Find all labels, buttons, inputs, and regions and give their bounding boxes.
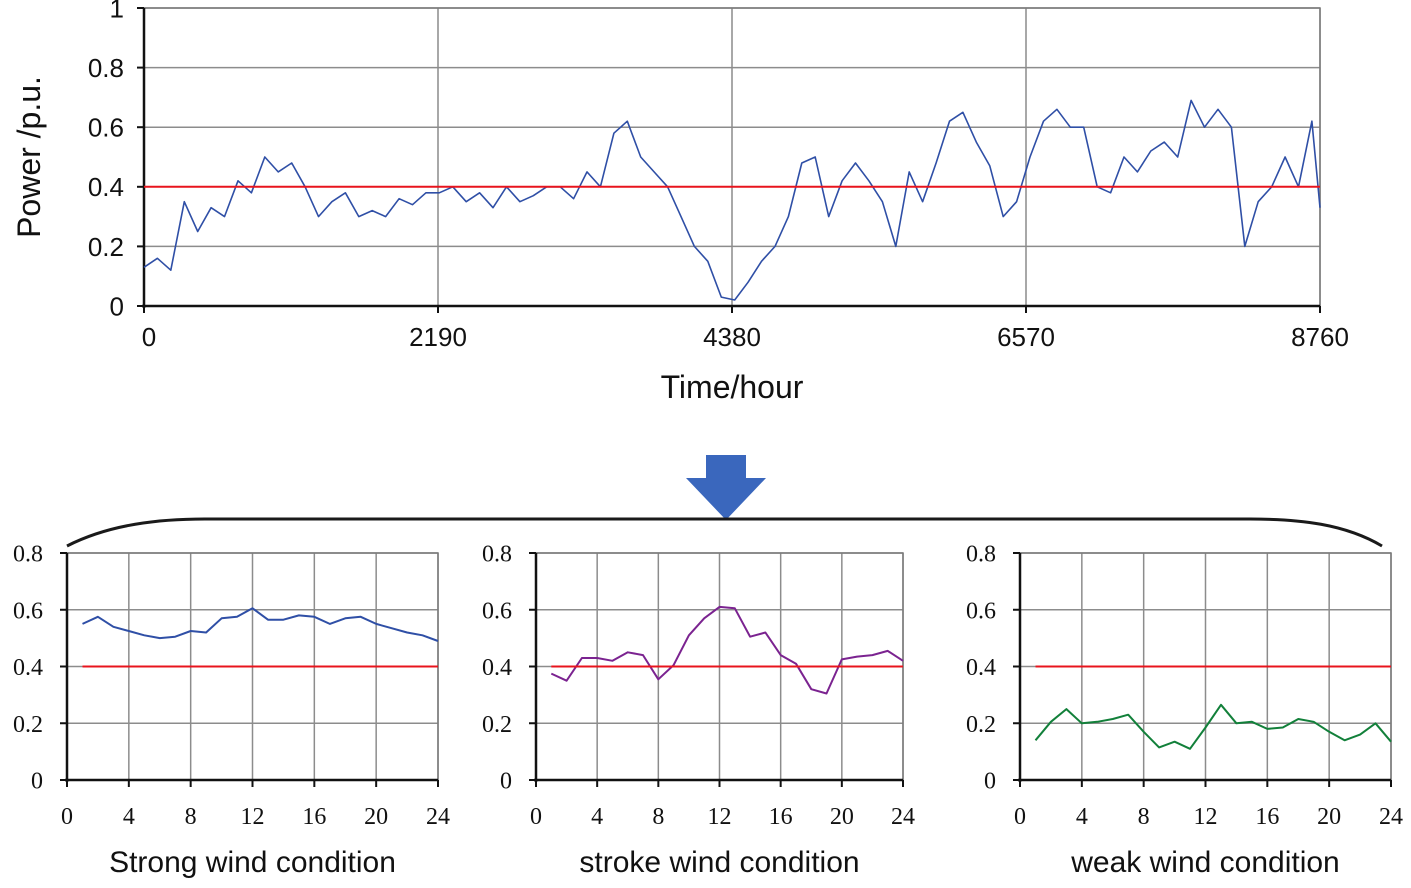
x-tick-label: 24: [426, 804, 450, 830]
x-tick-label: 8760: [1291, 322, 1349, 352]
y-tick-label: 1: [110, 0, 124, 23]
x-tick-label: 8: [652, 804, 664, 830]
series-line: [550, 605, 904, 695]
weak-wind-chart: 0 0.2 0.4 0.6 0.8 0 4 8 12 16 20 24 weak wind condit…: [966, 542, 1403, 879]
y-axis-label: Power /p.u.: [11, 76, 47, 238]
y-tick-label: 0: [110, 291, 124, 321]
x-tick-label: 16: [302, 804, 326, 830]
y-tick-label: 0.6: [88, 113, 124, 143]
x-tick-label: 4: [591, 804, 603, 830]
y-tick-label: 0.6: [482, 598, 512, 624]
x-tick-label: 24: [891, 804, 915, 830]
x-axis-label: stroke wind condition: [579, 846, 859, 879]
x-tick-label: 8: [1138, 804, 1150, 830]
y-tick-label: 0.4: [482, 655, 512, 681]
x-tick-label: 2190: [409, 322, 467, 352]
x-tick-label: 0: [61, 804, 73, 830]
y-tick-label: 0.8: [88, 53, 124, 83]
y-tick-label: 0: [500, 769, 512, 795]
x-tick-label: 12: [708, 804, 732, 830]
x-tick-label: 0: [1014, 804, 1026, 830]
x-axis-label: weak wind condition: [1070, 846, 1340, 879]
y-tick-label: 0.6: [13, 598, 43, 624]
y-tick-label: 0.6: [966, 598, 996, 624]
x-tick-label: 20: [364, 804, 388, 830]
x-tick-label: 4: [1076, 804, 1088, 830]
x-tick-label: 4380: [703, 322, 761, 352]
y-tick-label: 0.2: [13, 712, 43, 738]
x-tick-label: 20: [830, 804, 854, 830]
x-axis-label: Time/hour: [661, 369, 804, 405]
x-tick-label: 16: [769, 804, 793, 830]
x-tick-label: 4: [123, 804, 135, 830]
x-tick-label: 6570: [997, 322, 1055, 352]
annual-power-chart: 0 0.2 0.4 0.6 0.8 1 0 2190 4380 6570 8760 Time/hour…: [11, 0, 1349, 405]
x-tick-label: 0: [142, 322, 156, 352]
x-tick-label: 24: [1379, 804, 1403, 830]
x-tick-label: 16: [1255, 804, 1279, 830]
series-line: [143, 99, 1321, 301]
y-tick-label: 0.8: [482, 542, 512, 568]
x-tick-label: 20: [1317, 804, 1341, 830]
grouping-brace: [66, 517, 1383, 548]
y-tick-label: 0.4: [13, 655, 43, 681]
x-tick-label: 12: [241, 804, 265, 830]
down-arrow-icon: [686, 455, 766, 520]
y-tick-label: 0.4: [88, 172, 124, 202]
stroke-wind-chart: 0 0.2 0.4 0.6 0.8 0 4 8 12 16 20 24 stroke wind cond…: [482, 542, 915, 879]
series-line: [82, 607, 439, 642]
y-tick-label: 0.2: [482, 712, 512, 738]
x-tick-label: 12: [1194, 804, 1218, 830]
series-line: [1034, 703, 1392, 750]
y-tick-label: 0.8: [966, 542, 996, 568]
y-tick-label: 0.4: [966, 655, 996, 681]
y-tick-label: 0.8: [13, 542, 43, 568]
strong-wind-chart: 0 0.2 0.4 0.6 0.8 0 4 8 12 16 20 24 Strong wind cond…: [13, 542, 450, 879]
x-tick-label: 0: [530, 804, 542, 830]
y-tick-label: 0.2: [966, 712, 996, 738]
x-tick-label: 8: [185, 804, 197, 830]
y-tick-label: 0: [984, 769, 996, 795]
y-tick-label: 0: [31, 769, 43, 795]
x-axis-label: Strong wind condition: [109, 846, 396, 879]
y-tick-label: 0.2: [88, 232, 124, 262]
